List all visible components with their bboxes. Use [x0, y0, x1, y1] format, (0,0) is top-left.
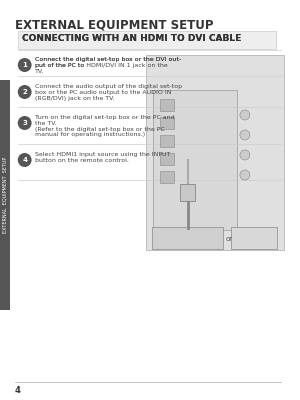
Text: Connect the digital set-top box or the DVI out-
put of the PC to: Connect the digital set-top box or the D…	[34, 57, 181, 68]
FancyBboxPatch shape	[160, 135, 174, 147]
FancyBboxPatch shape	[18, 31, 277, 49]
Circle shape	[240, 150, 250, 160]
Text: 2: 2	[22, 89, 27, 95]
Text: EXTERNAL  EQUIPMENT  SETUP: EXTERNAL EQUIPMENT SETUP	[2, 157, 8, 233]
FancyBboxPatch shape	[180, 184, 196, 201]
FancyBboxPatch shape	[231, 227, 278, 249]
Circle shape	[18, 153, 32, 167]
Text: Select HDMI1 input source using the INPUT
button on the remote control.: Select HDMI1 input source using the INPU…	[34, 152, 170, 163]
Circle shape	[240, 110, 250, 120]
Circle shape	[18, 85, 32, 99]
FancyBboxPatch shape	[146, 55, 284, 250]
FancyBboxPatch shape	[153, 90, 237, 230]
Text: CONNECTING WITH AN HDMI TO DVI CABLE: CONNECTING WITH AN HDMI TO DVI CABLE	[22, 34, 241, 43]
Text: Turn on the digital set-top box or the PC and
the TV.
(Refer to the digital set-: Turn on the digital set-top box or the P…	[34, 115, 174, 137]
FancyBboxPatch shape	[160, 99, 174, 111]
Text: 3: 3	[22, 120, 27, 126]
FancyBboxPatch shape	[0, 80, 10, 310]
Circle shape	[18, 58, 32, 72]
Text: Connect the audio output of the digital set-top
box or the PC audio output to th: Connect the audio output of the digital …	[34, 84, 182, 101]
Circle shape	[18, 116, 32, 130]
Text: 1: 1	[22, 62, 27, 68]
Text: or: or	[226, 236, 232, 242]
Text: Connect the digital set-top box or the DVI out-
put of the PC to HDMI/DVI IN 1 j: Connect the digital set-top box or the D…	[34, 57, 181, 74]
FancyBboxPatch shape	[160, 171, 174, 183]
Text: 4: 4	[15, 386, 21, 395]
FancyBboxPatch shape	[160, 153, 174, 165]
Text: 4: 4	[22, 157, 27, 163]
Text: CONNECTING WITH AN HDMI TO DVI CABLE: CONNECTING WITH AN HDMI TO DVI CABLE	[22, 34, 241, 43]
FancyBboxPatch shape	[160, 117, 174, 129]
Circle shape	[240, 170, 250, 180]
Text: EXTERNAL EQUIPMENT SETUP: EXTERNAL EQUIPMENT SETUP	[15, 18, 213, 31]
Circle shape	[240, 130, 250, 140]
FancyBboxPatch shape	[152, 227, 223, 249]
